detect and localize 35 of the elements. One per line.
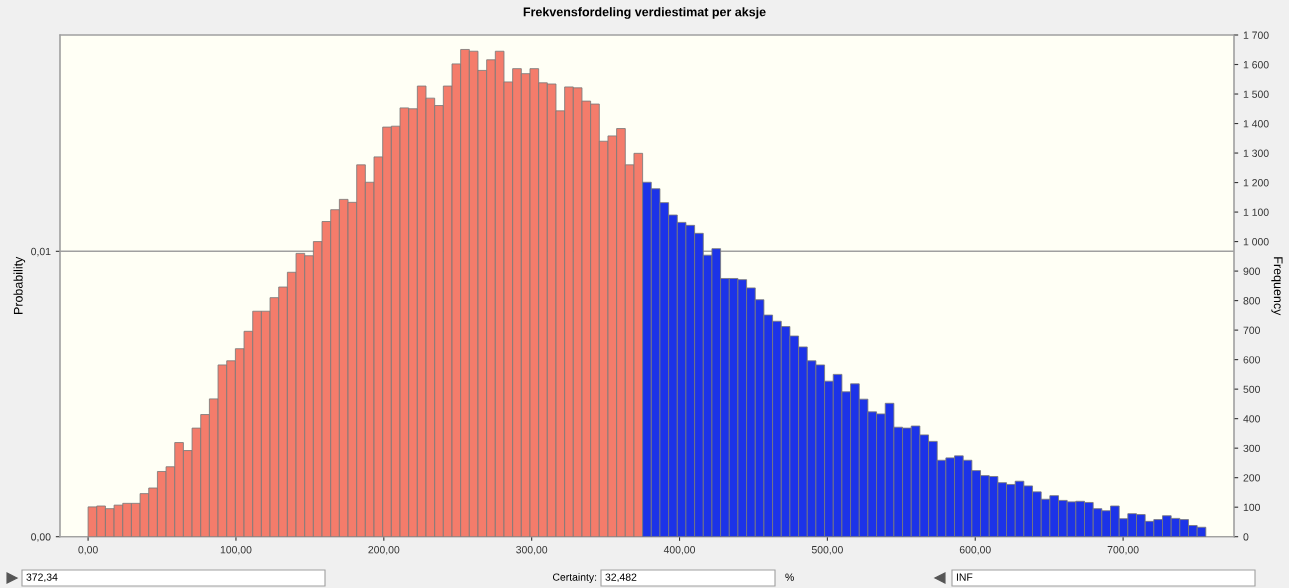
chart-title: Frekvensfordeling verdiestimat per aksje	[523, 7, 766, 19]
y2-tick-label: 1 200	[1243, 179, 1269, 187]
y-axis-title: Probability	[13, 256, 26, 314]
x-tick-label: 200,00	[368, 546, 400, 555]
y2-tick-label: 900	[1243, 267, 1260, 275]
x-tick-label: 500,00	[811, 546, 843, 555]
y2-tick-label: 1 300	[1243, 149, 1269, 157]
y2-tick-label: 500	[1243, 385, 1260, 394]
x-tick-label: 600,00	[959, 546, 991, 555]
y2-tick-label: 200	[1243, 474, 1260, 482]
text: INF	[956, 573, 973, 581]
y2-tick-label: 700	[1243, 326, 1260, 334]
y2-tick-label: 100	[1243, 503, 1260, 512]
x-tick-label: 0,00	[78, 546, 98, 555]
y2-axis-title: Frequency	[1271, 257, 1283, 316]
x-tick-label: 300,00	[516, 546, 548, 555]
y-tick-label: 0,01	[31, 247, 51, 257]
y2-tick-label: 1 600	[1243, 61, 1269, 69]
text: Certainty:	[552, 573, 597, 583]
text: 32,482	[605, 573, 637, 583]
text: %	[785, 573, 794, 581]
y2-tick-label: 1 500	[1243, 90, 1269, 98]
y2-tick-label: 1 700	[1243, 31, 1269, 39]
x-tick-label: 700,00	[1107, 546, 1139, 555]
x-tick-label: 100,00	[220, 546, 252, 555]
x-tick-label: 400,00	[663, 546, 696, 555]
y2-tick-label: 800	[1243, 297, 1260, 305]
y2-tick-label: 1 400	[1243, 120, 1269, 128]
y2-tick-label: 400	[1243, 415, 1260, 423]
text: 372,34	[26, 573, 58, 583]
y2-tick-label: 1 100	[1243, 208, 1269, 216]
y2-tick-label: 600	[1243, 356, 1260, 364]
y2-tick-label: 0	[1243, 533, 1249, 541]
y2-tick-label: 300	[1243, 444, 1260, 453]
y2-tick-label: 1 000	[1243, 238, 1269, 246]
